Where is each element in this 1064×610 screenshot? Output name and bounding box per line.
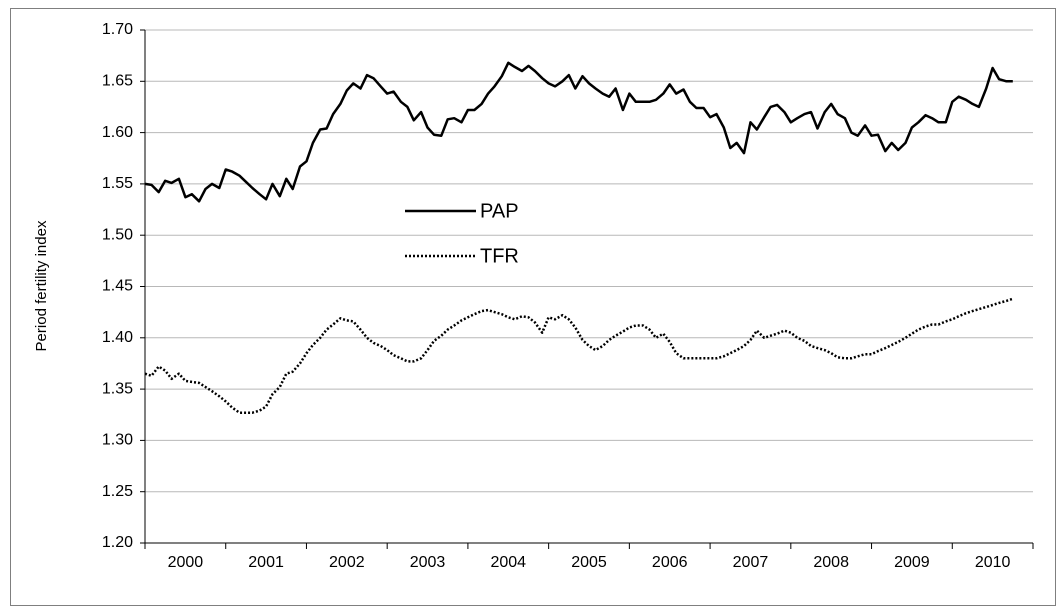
x-tick-label: 2009 [894,554,930,571]
series-line [144,61,1013,203]
x-tick-label: 2001 [248,554,284,571]
y-tick-label: 1.45 [102,278,133,295]
x-tick-label: 2003 [410,554,446,571]
x-tick-label: 2006 [652,554,688,571]
x-tick-label: 2004 [490,554,526,571]
x-tick-label: 2008 [813,554,849,571]
x-tick-label: 2000 [168,554,204,571]
y-tick-label: 1.65 [102,73,133,90]
x-tick-label: 2002 [329,554,365,571]
legend-label: PAP [480,200,519,222]
series-line [144,297,1014,414]
legend-label: TFR [480,245,519,267]
y-tick-label: 1.50 [102,226,133,243]
x-tick-label: 2010 [975,554,1011,571]
chart-frame [10,8,1056,606]
y-tick-label: 1.20 [102,534,133,551]
y-tick-label: 1.40 [102,329,133,346]
y-tick-label: 1.35 [102,380,133,397]
y-tick-label: 1.60 [102,124,133,141]
x-tick-label: 2005 [571,554,607,571]
y-axis-label: Period fertility index [33,220,50,351]
x-tick-label: 2007 [733,554,769,571]
y-tick-label: 1.55 [102,175,133,192]
y-tick-label: 1.25 [102,483,133,500]
y-tick-label: 1.70 [102,21,133,38]
y-tick-label: 1.30 [102,432,133,449]
